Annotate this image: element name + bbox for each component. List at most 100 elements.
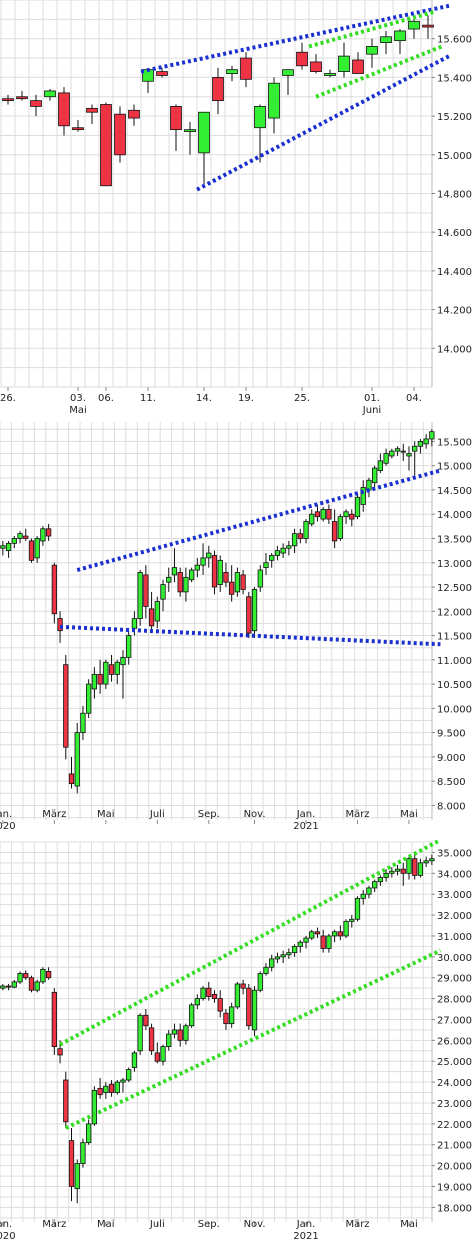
- y-tick-label: 23.000: [437, 1099, 472, 1110]
- candle-body-up: [389, 870, 395, 874]
- candle-body-down: [108, 664, 115, 675]
- candle-body-up: [251, 589, 258, 632]
- candlestick-chart-3: 18.000 19.000 20.000 21.000 22.000 23.000 24.0…: [0, 840, 472, 1242]
- y-tick-label: 21.000: [437, 1141, 472, 1152]
- x-tick-sublabel: Juni: [362, 405, 381, 416]
- y-axis: 18.000 19.000 20.000 21.000 22.000 23.000 24.0…: [432, 848, 472, 1214]
- candle-body-up: [303, 521, 309, 539]
- y-tick-label: 10.500: [437, 680, 472, 691]
- candle-body-up: [11, 538, 17, 544]
- candle-body-down: [326, 508, 332, 520]
- chart-panel-3: 18.000 19.000 20.000 21.000 22.000 23.000 24.0…: [0, 840, 475, 1250]
- candle-body-down: [240, 574, 246, 590]
- y-tick-label: 32.000: [437, 911, 472, 922]
- grid: [0, 422, 432, 820]
- trendline-blue: [140, 3, 450, 74]
- x-tick-label: 11.: [140, 393, 156, 404]
- candle-body-up: [429, 858, 435, 862]
- candle-body-down: [68, 773, 75, 784]
- trendline-green: [315, 44, 443, 99]
- candle-body-up: [417, 441, 424, 447]
- y-tick-label: 11.500: [437, 632, 472, 643]
- candle-body-up: [406, 858, 412, 874]
- candle-body-down: [229, 581, 235, 595]
- candle-body-up: [154, 601, 160, 622]
- candle-body-down: [57, 618, 63, 632]
- y-tick-label: 28.000: [437, 995, 472, 1006]
- x-tick-label: Nov.: [244, 809, 266, 820]
- candle-body-up: [86, 1123, 92, 1144]
- candle-body-down: [331, 521, 338, 542]
- candle-body-up: [120, 1079, 126, 1083]
- candle-body-up: [183, 576, 189, 593]
- y-tick-label: 15.000: [437, 462, 472, 473]
- candle-body-up: [343, 920, 349, 937]
- candle-body-down: [97, 673, 103, 685]
- candlestick-chart-1: 14.000 14.200 14.400 14.600 14.800 15.000 15.2…: [0, 0, 472, 416]
- y-tick-label: 31.000: [437, 932, 472, 943]
- candle-body-up: [171, 567, 178, 576]
- candle-body-up: [17, 533, 23, 539]
- y-tick-label: 14.000: [437, 344, 472, 355]
- candle-body-down: [240, 983, 246, 989]
- y-tick-label: 12.500: [437, 583, 472, 594]
- candle-body-up: [377, 460, 384, 471]
- x-tick-label: 03.: [70, 393, 86, 404]
- candle-body-up: [86, 683, 92, 714]
- candle-body-up: [166, 1033, 172, 1048]
- candle-body-down: [177, 572, 183, 593]
- candle-body-down: [337, 931, 343, 937]
- candle-body-up: [309, 513, 315, 525]
- candle-body-up: [103, 1085, 109, 1093]
- x-tick-label: März: [345, 1219, 369, 1230]
- candle-body-down: [45, 528, 52, 537]
- candle-body-up: [74, 732, 80, 787]
- x-tick-label: Juli: [149, 809, 165, 820]
- y-tick-label: 15.200: [437, 112, 472, 123]
- candle-body-up: [366, 46, 378, 55]
- candle-body-up: [360, 893, 366, 899]
- trendlines: [140, 3, 450, 192]
- candle-body-up: [269, 555, 275, 561]
- candle-body-down: [45, 971, 52, 979]
- x-tick-label: Jan.: [0, 809, 12, 820]
- y-tick-label: 18.000: [437, 1203, 472, 1214]
- candle-body-down: [246, 987, 252, 1027]
- candle-body-up: [372, 881, 378, 889]
- candle-body-up: [206, 552, 212, 559]
- candle-body-up: [126, 635, 132, 658]
- candle-body-up: [5, 542, 12, 552]
- y-tick-label: 22.000: [437, 1120, 472, 1131]
- y-tick-label: 14.800: [437, 190, 472, 201]
- candle-body-up: [383, 453, 389, 464]
- candle-body-up: [400, 450, 406, 453]
- candle-body-up: [291, 945, 298, 954]
- candle-body-down: [400, 868, 406, 874]
- candle-body-up: [324, 73, 336, 76]
- x-tick-sublabel: 2020: [0, 1231, 16, 1242]
- candle-body-down: [30, 100, 42, 107]
- candle-body-up: [408, 20, 420, 30]
- candle-body-up: [120, 657, 126, 666]
- candle-body-up: [188, 1004, 195, 1027]
- trendline-green: [308, 9, 436, 49]
- candle-body-up: [0, 985, 6, 989]
- candle-body-down: [86, 107, 98, 113]
- candle-body-up: [0, 545, 6, 549]
- candle-body-up: [412, 445, 418, 452]
- trendline-blue: [76, 468, 441, 572]
- y-tick-label: 8.000: [437, 801, 466, 812]
- candle-body-up: [274, 956, 281, 960]
- x-tick-label: 26.: [0, 393, 16, 404]
- candle-body-down: [177, 1029, 183, 1041]
- candle-body-up: [423, 860, 429, 864]
- y-tick-label: 15.000: [437, 151, 472, 162]
- candle-body-down: [51, 991, 57, 1048]
- y-tick-label: 15.600: [437, 35, 472, 46]
- candle-body-up: [183, 1025, 189, 1041]
- candle-body-down: [223, 572, 229, 583]
- candle-body-up: [74, 1163, 80, 1189]
- candle-body-up: [80, 1142, 86, 1164]
- candle-body-up: [40, 528, 46, 542]
- candle-body-up: [137, 1014, 143, 1052]
